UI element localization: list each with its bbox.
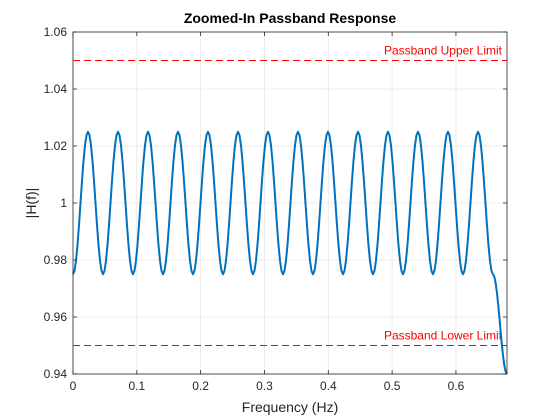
y-tick-label: 1	[60, 196, 67, 210]
y-tick-label: 0.94	[44, 367, 68, 381]
response-series-line	[72, 130, 508, 375]
x-tick-label: 0.2	[192, 379, 209, 393]
x-axis-label: Frequency (Hz)	[242, 399, 338, 415]
x-tick-label: 0.5	[384, 379, 401, 393]
series-layer	[72, 130, 508, 375]
lower-limit-label: Passband Lower Limit	[384, 329, 503, 343]
x-tick-label: 0.4	[320, 379, 337, 393]
ticks: 0 0.1 0.2 0.3 0.4 0.5 0.6 0.94 0.96 0.98 1 1.02 1.04…	[44, 25, 507, 393]
y-tick-label: 1.02	[44, 139, 68, 153]
y-tick-label: 1.04	[44, 82, 68, 96]
x-tick-label: 0	[70, 379, 77, 393]
y-tick-label: 0.96	[44, 310, 68, 324]
x-tick-label: 0.1	[128, 379, 145, 393]
reference-lines: Passband Upper Limit Passband Lower Limit	[73, 44, 507, 346]
y-tick-label: 1.06	[44, 25, 68, 39]
y-tick-label: 0.98	[44, 253, 68, 267]
x-tick-label: 0.6	[448, 379, 465, 393]
y-axis-label: |H(f)|	[23, 188, 39, 219]
upper-limit-label: Passband Upper Limit	[384, 44, 503, 58]
chart-title: Zoomed-In Passband Response	[184, 10, 397, 26]
x-tick-label: 0.3	[256, 379, 273, 393]
